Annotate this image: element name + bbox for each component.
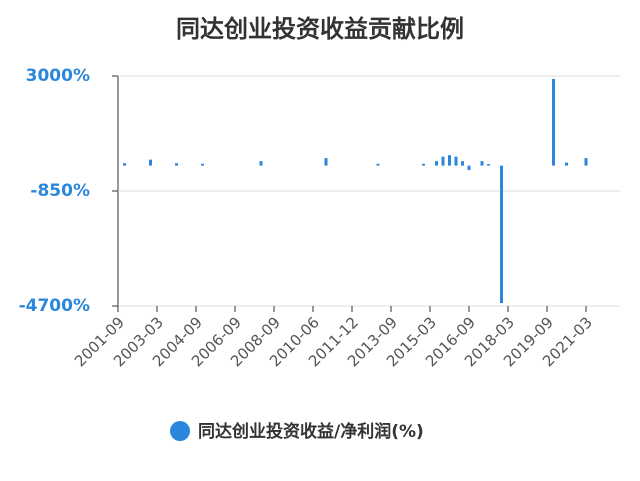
bar [448,155,451,166]
bar [149,159,152,166]
bar [175,163,178,166]
y-tick-label: -850% [30,181,90,201]
legend-label: 同达创业投资收益/净利润(%) [198,421,424,442]
bar [376,163,380,166]
bar [422,163,425,166]
bar [552,78,555,166]
bar [500,165,503,304]
bar [461,161,464,166]
y-tick-label: 3000% [26,66,90,86]
bar [201,163,204,166]
legend-marker [170,421,190,441]
bar [480,161,484,166]
bar [584,158,588,166]
bar [467,165,471,171]
bar [259,161,263,166]
bar [123,163,126,166]
bar [324,158,328,166]
bar [435,161,438,166]
bar [454,156,458,166]
y-tick-label: -4700% [19,296,90,316]
bar [565,162,568,166]
chart-title: 同达创业投资收益贡献比例 [176,15,464,43]
bar [487,164,490,166]
bar [441,156,445,166]
